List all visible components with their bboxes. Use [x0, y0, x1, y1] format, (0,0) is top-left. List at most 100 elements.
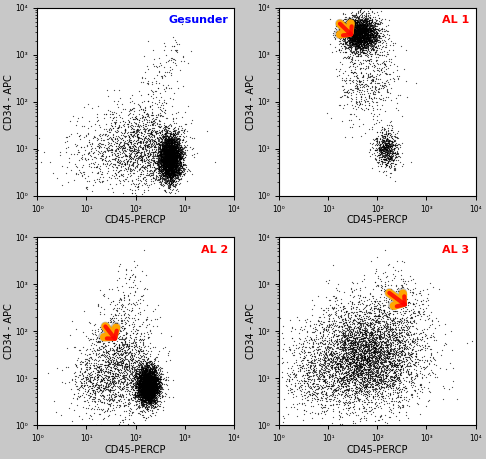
Point: [374, 151, 382, 159]
Point: [355, 338, 363, 346]
Point: [367, 28, 375, 35]
Point: [350, 355, 358, 363]
Point: [344, 44, 351, 51]
Point: [122, 160, 129, 168]
Point: [366, 38, 374, 45]
Point: [353, 394, 361, 401]
Point: [361, 17, 369, 24]
Point: [111, 390, 119, 397]
Point: [141, 386, 149, 394]
Point: [141, 375, 149, 382]
Point: [135, 388, 143, 395]
Point: [88, 384, 96, 391]
Point: [143, 376, 151, 383]
Point: [86, 138, 93, 146]
Point: [165, 151, 173, 158]
Point: [129, 169, 137, 176]
Point: [129, 393, 137, 401]
Point: [395, 350, 403, 357]
Point: [337, 299, 345, 307]
Point: [399, 363, 406, 370]
Point: [139, 386, 147, 393]
Point: [154, 146, 162, 153]
Point: [110, 376, 118, 384]
Point: [143, 381, 151, 389]
Point: [168, 158, 175, 166]
Point: [379, 351, 386, 358]
Point: [350, 38, 358, 45]
Point: [151, 393, 158, 400]
Point: [378, 388, 385, 396]
Point: [152, 113, 160, 121]
Point: [149, 387, 156, 395]
Point: [141, 385, 149, 392]
Point: [177, 153, 185, 160]
Point: [157, 157, 165, 164]
Point: [149, 124, 156, 132]
Point: [363, 34, 370, 41]
Point: [368, 365, 376, 372]
Point: [136, 379, 144, 386]
Point: [348, 28, 356, 35]
Point: [430, 334, 438, 341]
Point: [345, 345, 353, 353]
Point: [166, 147, 174, 155]
Point: [333, 367, 341, 375]
Point: [148, 383, 156, 390]
Point: [127, 327, 135, 335]
Point: [170, 140, 177, 147]
Point: [147, 366, 155, 373]
Point: [149, 155, 156, 162]
Text: AL 2: AL 2: [201, 245, 228, 255]
Point: [343, 34, 350, 41]
Point: [364, 354, 371, 362]
Point: [168, 150, 176, 157]
Point: [356, 292, 364, 299]
Point: [349, 353, 357, 360]
Point: [389, 335, 397, 342]
Point: [342, 48, 350, 56]
Point: [138, 383, 145, 391]
Point: [303, 396, 311, 403]
Point: [363, 51, 370, 58]
Point: [94, 168, 102, 175]
Point: [399, 361, 406, 368]
Point: [355, 360, 363, 367]
Point: [369, 33, 377, 40]
Point: [169, 152, 177, 160]
Point: [134, 365, 142, 372]
Point: [165, 145, 173, 152]
Point: [147, 383, 155, 391]
Point: [137, 373, 145, 380]
Point: [145, 370, 153, 378]
Point: [353, 336, 361, 343]
Point: [171, 162, 179, 169]
Point: [167, 166, 174, 173]
Point: [360, 28, 367, 36]
Point: [377, 355, 385, 362]
Point: [146, 380, 154, 387]
Point: [369, 323, 377, 330]
Point: [383, 347, 391, 354]
Point: [133, 123, 140, 130]
Point: [138, 384, 146, 392]
Point: [340, 333, 348, 341]
Point: [82, 156, 90, 163]
Point: [122, 349, 130, 357]
Point: [400, 361, 408, 368]
Point: [90, 393, 98, 401]
Point: [156, 375, 164, 383]
Point: [136, 384, 144, 392]
Point: [164, 142, 172, 150]
Point: [167, 159, 175, 167]
Point: [178, 138, 186, 146]
Point: [170, 170, 178, 178]
Point: [148, 393, 156, 401]
Point: [355, 369, 363, 377]
Point: [342, 337, 349, 345]
Point: [362, 83, 369, 90]
Point: [361, 25, 368, 32]
Point: [97, 381, 104, 388]
Point: [358, 319, 366, 327]
Point: [163, 189, 171, 196]
